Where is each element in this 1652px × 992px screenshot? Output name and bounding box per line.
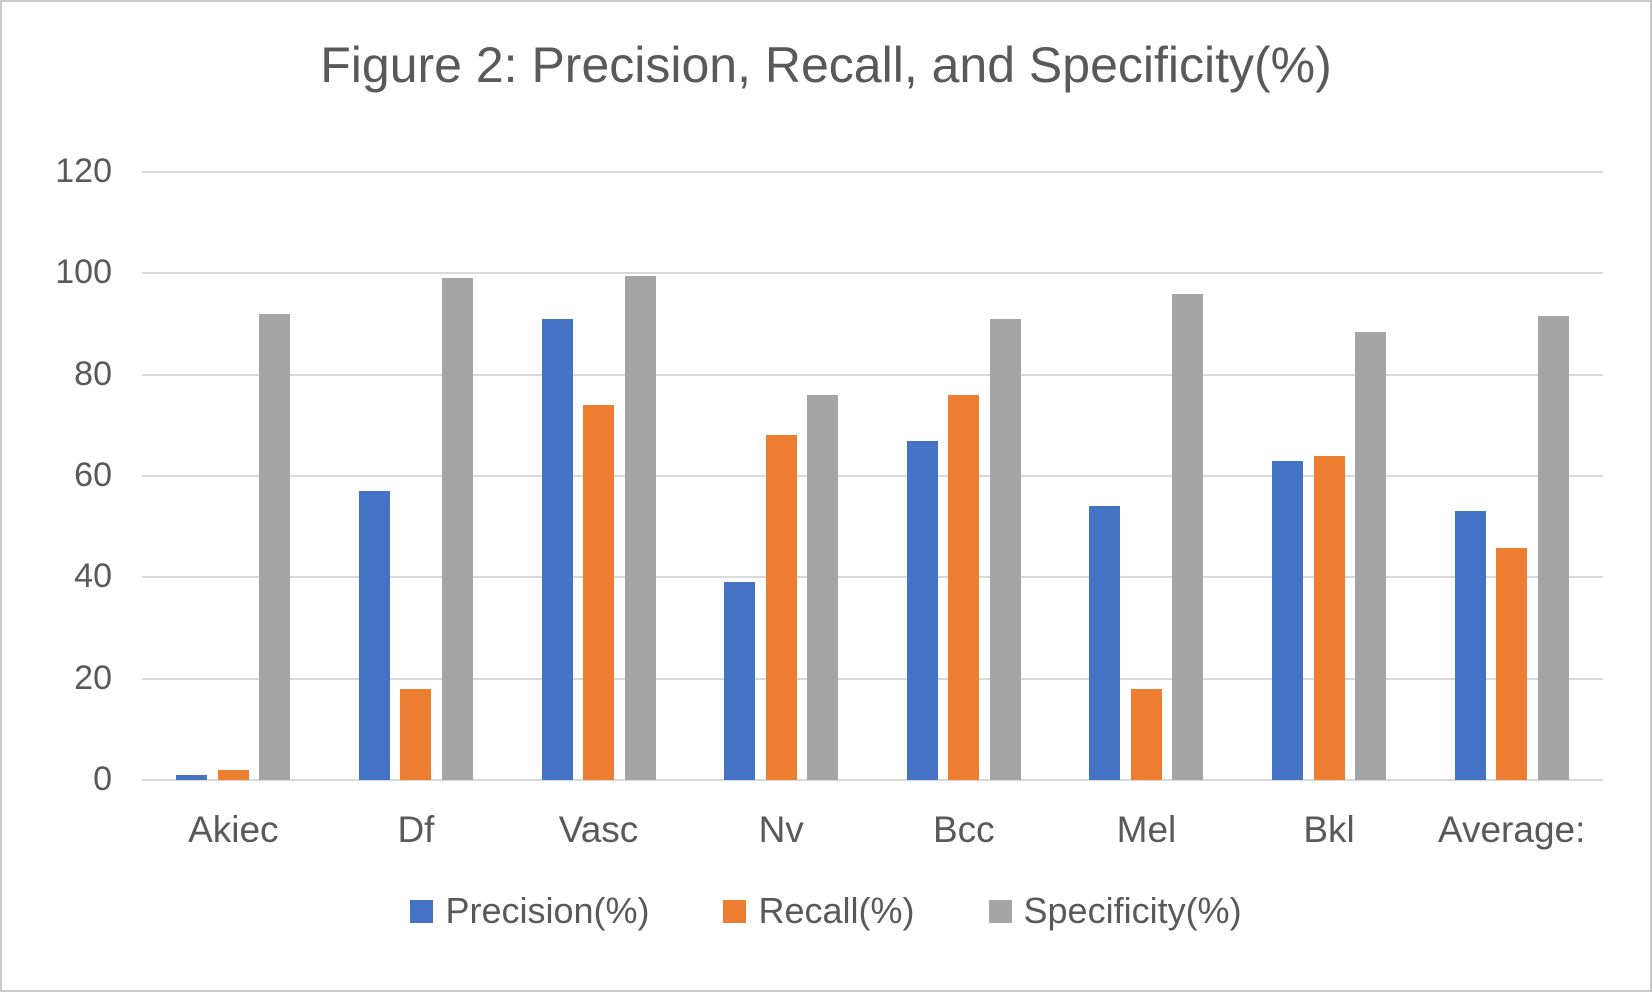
y-axis-tick-label: 120 [55, 152, 112, 190]
gridline-60 [142, 475, 1603, 477]
legend: Precision(%) Recall(%) Specificity(%) [2, 890, 1650, 932]
recall-bar-bkl [1314, 456, 1345, 780]
x-axis-label-average: Average: [1437, 809, 1586, 850]
chart-title: Figure 2: Precision, Recall, and Specifi… [320, 37, 1332, 93]
specificity-bar-mel [1172, 294, 1203, 780]
specificity-bar-akiec [259, 314, 290, 780]
precision-bar-nv [724, 582, 755, 780]
gridline-20 [142, 677, 1603, 680]
x-axis-label-vasc: Vasc [558, 809, 639, 850]
recall-bar-bcc [948, 395, 979, 780]
gridline-100 [142, 272, 1603, 275]
specificity-bar-average [1538, 316, 1569, 780]
recall-swatch-icon [723, 899, 747, 923]
specificity-bar-bcc [990, 319, 1021, 780]
x-axis-label-akiec: Akiec [188, 809, 279, 850]
y-axis-tick-label: 80 [74, 354, 112, 393]
specificity-bar-nv [807, 395, 838, 780]
specificity-bar-bkl [1355, 332, 1386, 780]
y-axis-tick-label: 60 [74, 456, 112, 494]
recall-bar-vasc [583, 405, 614, 780]
precision-swatch-icon [410, 899, 434, 923]
legend-item-label: Specificity(%) [1023, 890, 1242, 931]
specificity-bar-df [442, 278, 473, 780]
recall-bar-df [400, 689, 431, 780]
y-axis-tick-label: 100 [55, 253, 112, 292]
recall-bar-akiec [218, 770, 249, 780]
x-axis-label-bcc: Bcc [932, 809, 995, 850]
x-axis-label-mel: Mel [1116, 809, 1177, 850]
legend-item-label: Precision(%) [445, 890, 650, 931]
gridline-120 [142, 171, 1603, 173]
gridline-40 [142, 576, 1603, 579]
y-axis-tick-label: 20 [74, 658, 112, 697]
y-axis-tick-label: 40 [74, 557, 112, 596]
recall-bar-nv [766, 435, 797, 780]
precision-bar-average [1455, 511, 1486, 780]
x-axis-label-nv: Nv [758, 809, 804, 850]
gridline-0 [142, 779, 1603, 781]
gridline-80 [142, 373, 1603, 376]
recall-bar-mel [1131, 689, 1162, 780]
precision-bar-bkl [1272, 461, 1303, 780]
recall-bar-average [1496, 548, 1527, 780]
legend-item-specificity: Specificity(%) [988, 890, 1242, 932]
legend-item-recall: Recall(%) [723, 890, 915, 932]
precision-bar-df [359, 491, 390, 780]
precision-bar-bcc [907, 441, 938, 780]
precision-bar-akiec [176, 775, 207, 780]
precision-bar-vasc [542, 319, 573, 780]
x-axis-label-bkl: Bkl [1303, 809, 1355, 850]
precision-bar-mel [1089, 506, 1120, 780]
x-axis-label-df: Df [397, 809, 435, 850]
specificity-bar-vasc [625, 276, 656, 780]
legend-item-label: Recall(%) [758, 890, 915, 931]
specificity-swatch-icon [988, 899, 1012, 923]
y-axis-tick-label: 0 [93, 760, 112, 798]
legend-item-precision: Precision(%) [410, 890, 649, 932]
